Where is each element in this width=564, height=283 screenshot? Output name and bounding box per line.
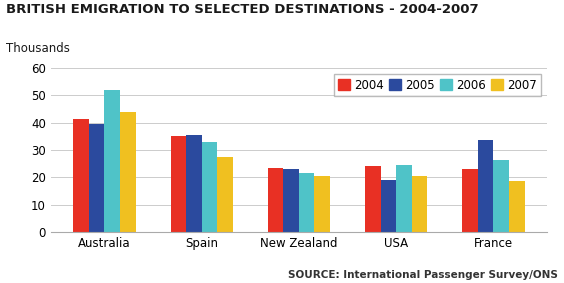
Text: BRITISH EMIGRATION TO SELECTED DESTINATIONS - 2004-2007: BRITISH EMIGRATION TO SELECTED DESTINATI… bbox=[6, 3, 478, 16]
Bar bbox=[365, 166, 381, 232]
Bar bbox=[170, 136, 186, 232]
Bar bbox=[315, 176, 330, 232]
Bar bbox=[186, 135, 202, 232]
Bar bbox=[89, 124, 104, 232]
Bar bbox=[202, 142, 217, 232]
Legend: 2004, 2005, 2006, 2007: 2004, 2005, 2006, 2007 bbox=[334, 74, 541, 96]
Bar bbox=[268, 168, 283, 232]
Bar bbox=[283, 169, 299, 232]
Bar bbox=[412, 176, 428, 232]
Bar bbox=[381, 180, 396, 232]
Bar bbox=[217, 157, 233, 232]
Bar bbox=[73, 119, 89, 232]
Bar bbox=[509, 181, 525, 232]
Text: Thousands: Thousands bbox=[6, 42, 69, 55]
Bar bbox=[396, 165, 412, 232]
Text: SOURCE: International Passenger Survey/ONS: SOURCE: International Passenger Survey/O… bbox=[288, 270, 558, 280]
Bar bbox=[478, 140, 494, 232]
Bar bbox=[462, 169, 478, 232]
Bar bbox=[120, 112, 135, 232]
Bar bbox=[104, 90, 120, 232]
Bar bbox=[299, 173, 315, 232]
Bar bbox=[494, 160, 509, 232]
